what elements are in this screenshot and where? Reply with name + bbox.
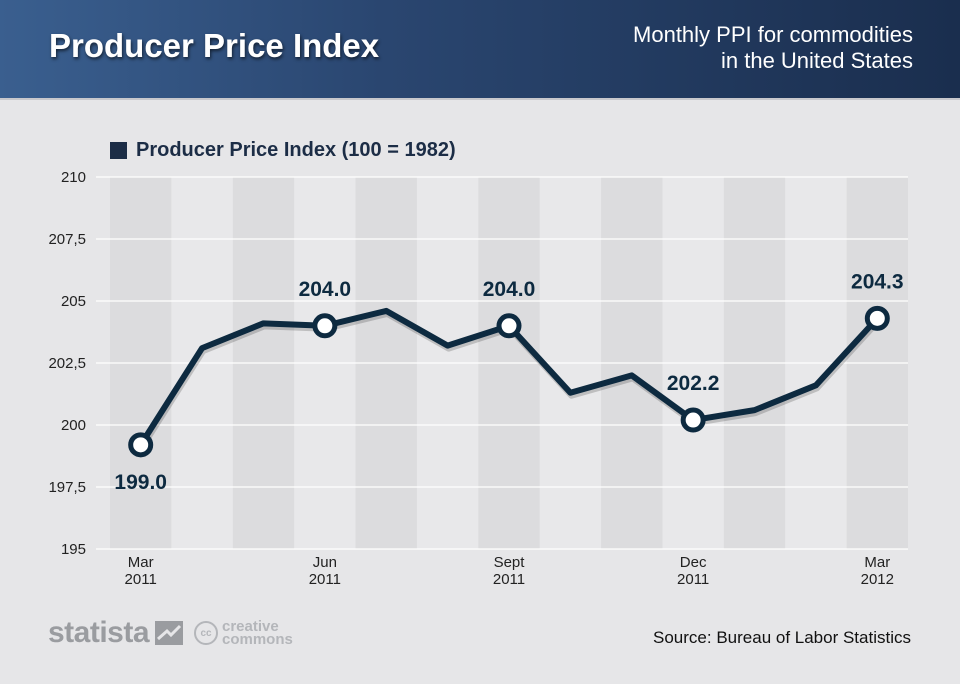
legend-swatch xyxy=(110,141,127,159)
highlight-marker xyxy=(496,313,522,339)
source-note: Source: Bureau of Labor Statistics xyxy=(653,628,911,647)
x-tick-label: Mar xyxy=(864,554,890,571)
legend-label: Producer Price Index (100 = 1982) xyxy=(136,138,456,161)
cc-text-line-1: creative xyxy=(222,618,279,635)
statista-icon xyxy=(155,621,184,645)
chart-subtitle: Monthly PPI for commodities in the Unite… xyxy=(493,22,913,74)
highlight-marker xyxy=(128,432,154,458)
x-tick-label: 2011 xyxy=(493,571,525,588)
y-tick-label: 207,5 xyxy=(48,231,86,248)
data-label: 199.0 xyxy=(114,471,167,494)
chart-legend: Producer Price Index (100 = 1982) xyxy=(110,138,456,162)
y-tick-label: 202,5 xyxy=(48,355,86,372)
y-tick-label: 197,5 xyxy=(48,479,86,496)
highlight-marker xyxy=(680,407,706,433)
data-label: 202.2 xyxy=(667,372,720,395)
x-tick-label: 2011 xyxy=(125,571,157,588)
y-tick-label: 195 xyxy=(61,541,86,558)
y-tick-label: 205 xyxy=(61,293,86,310)
cc-text-line-2: commons xyxy=(222,631,293,648)
statista-logo: statista xyxy=(48,616,184,650)
x-tick-label: Dec xyxy=(680,554,707,571)
x-tick-label: Sept xyxy=(494,554,526,571)
header-banner: Producer Price Index Monthly PPI for com… xyxy=(0,0,960,100)
y-tick-label: 210 xyxy=(61,169,86,186)
statista-wordmark: statista xyxy=(48,616,150,649)
creative-commons-logo: cc creative commons xyxy=(194,618,293,648)
x-tick-label: 2011 xyxy=(677,571,709,588)
data-label: 204.0 xyxy=(483,278,536,301)
cc-icon: cc xyxy=(194,621,218,645)
x-tick-label: Jun xyxy=(313,554,337,571)
x-tick-label: Mar xyxy=(128,554,154,571)
data-label: 204.0 xyxy=(299,278,352,301)
subtitle-line-1: Monthly PPI for commodities xyxy=(633,22,913,47)
highlight-marker xyxy=(312,313,338,339)
subtitle-line-2: in the United States xyxy=(720,48,913,73)
y-tick-label: 200 xyxy=(61,417,86,434)
highlight-marker xyxy=(864,305,890,331)
x-tick-label: 2011 xyxy=(309,571,341,588)
chart-title: Producer Price Index xyxy=(49,27,380,64)
data-label: 204.3 xyxy=(851,270,904,293)
x-tick-label: 2012 xyxy=(861,571,894,588)
